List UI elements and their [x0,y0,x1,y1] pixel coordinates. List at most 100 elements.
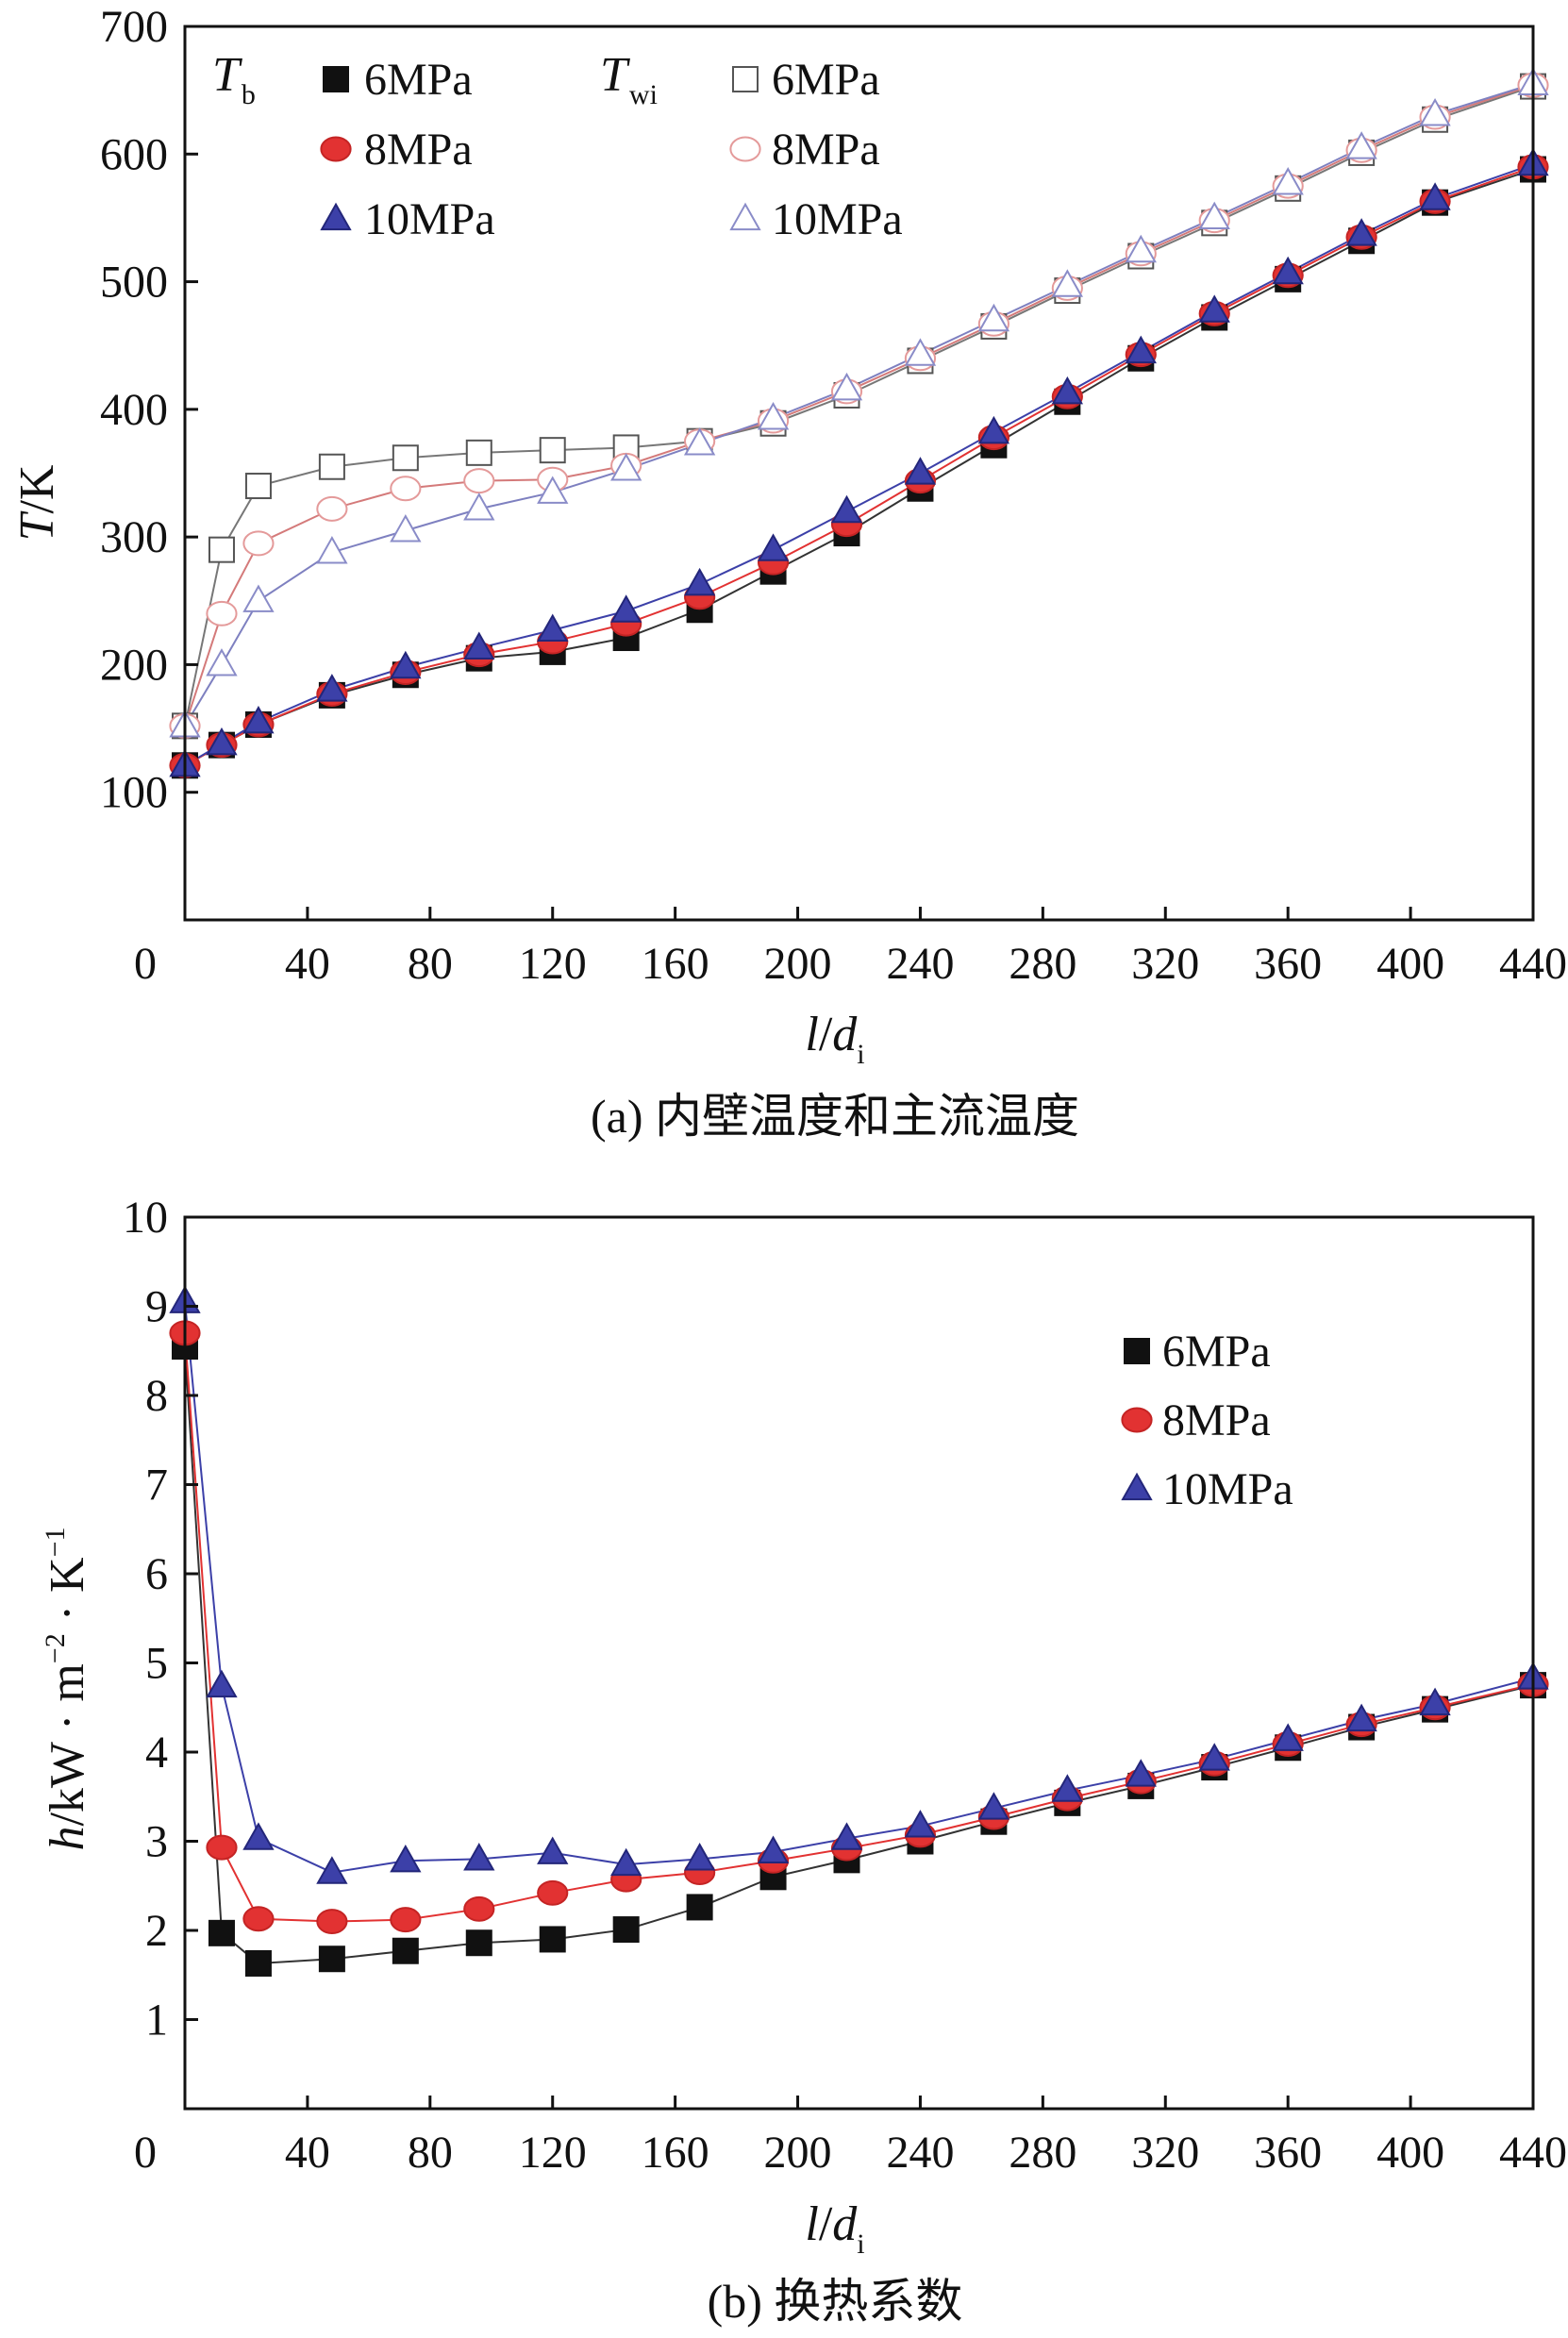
chart-a-legend: Tb Twi 6MPa 8MPa 10MPa 6MPa 8MPa 10MPa [212,48,903,244]
data-point-10mpa [1345,1703,1377,1732]
chart-panel-b: 0 40 80 120 160 200 240 280 320 360 400 440 1 2 3 4 5 6 7 8… [40,1193,1567,2328]
y-tick-label: 7 [145,1461,168,1511]
data-point-twi-10mpa [683,427,716,456]
legend-a-tb-8mpa: 8MPa [364,125,473,175]
legend-a-tb-10mpa: 10MPa [364,194,495,244]
data-point-tb-10mpa [1272,256,1304,285]
data-point-6mpa [686,1894,713,1921]
data-point-8mpa [316,1909,348,1935]
data-point-twi-10mpa [1419,98,1451,126]
legend-b-6mpa: 6MPa [1162,1327,1271,1377]
chart-panel-a: 0 40 80 120 160 200 240 280 320 360 400 440 100 200 30… [10,2,1567,1143]
legend-b-marker-8mpa [1121,1407,1153,1433]
data-point-twi-8mpa [206,600,238,626]
legend-b-marker-10mpa [1121,1472,1153,1501]
chart-b-legend: 6MPa 8MPa 10MPa [1121,1327,1293,1514]
data-point-10mpa [1272,1723,1304,1751]
x-tick-label: 200 [764,2128,832,2178]
x-tick-label: 440 [1499,939,1567,989]
y-tick-label: 10 [123,1193,168,1243]
x-tick-label: 160 [642,2128,709,2178]
y-tick-label: 700 [100,2,168,52]
y-tick-label: 300 [100,512,168,562]
data-point-6mpa [318,1946,345,1973]
data-point-tb-10mpa [206,726,238,756]
x-tick-label: 280 [1009,2128,1076,2178]
series-line-tb-10mpa [184,163,1534,767]
legend-a-group-twi: Twi [600,48,658,110]
data-point-8mpa [463,1895,495,1922]
legend-b-markers [1121,1338,1153,1501]
legend-a-twi-10mpa: 10MPa [772,194,903,244]
data-point-8mpa [390,1907,422,1933]
data-point-twi-10mpa [537,476,569,504]
legend-b-10mpa: 10MPa [1162,1464,1293,1514]
y-tick-label: 5 [145,1639,168,1689]
data-point-twi-6mpa [392,444,419,472]
data-point-tb-10mpa [316,674,348,702]
x-tick-label: 40 [285,939,330,989]
data-point-tb-10mpa [242,705,275,734]
x-tick-label: 0 [134,2128,157,2178]
data-point-6mpa [612,1916,640,1944]
data-point-twi-6mpa [465,439,492,466]
data-point-tb-10mpa [610,594,642,623]
data-point-twi-10mpa [1345,131,1377,159]
data-point-8mpa [537,1879,569,1906]
chart-b-plot-frame [183,1215,1535,2111]
data-point-10mpa [390,1844,422,1873]
data-point-twi-10mpa [463,493,495,521]
chart-a-series [169,67,1549,779]
data-point-twi-10mpa [1272,167,1304,195]
data-point-twi-6mpa [244,473,272,500]
y-tick-label: 6 [145,1549,168,1599]
x-tick-label: 400 [1376,2128,1444,2178]
x-tick-label: 280 [1009,939,1076,989]
legend-a-tb-6mpa: 6MPa [364,55,473,105]
data-point-twi-10mpa [390,514,422,543]
x-tick-label: 80 [408,939,453,989]
y-tick-label: 4 [145,1728,168,1778]
y-tick-label: 200 [100,640,168,690]
data-point-6mpa [539,1926,566,1953]
data-point-tb-10mpa [904,457,937,485]
data-point-tb-10mpa [1419,182,1451,210]
chart-a-ticks: 0 40 80 120 160 200 240 280 320 360 400 440 100 200 30… [100,2,1567,989]
chart-b-caption: (b) 换热系数 [708,2275,963,2328]
data-point-tb-10mpa [757,533,790,561]
data-point-10mpa [1051,1774,1084,1802]
x-tick-label: 0 [134,939,157,989]
y-tick-label: 600 [100,129,168,179]
data-point-8mpa [206,1834,238,1861]
data-point-10mpa [1125,1759,1157,1787]
data-point-10mpa [610,1847,642,1877]
y-tick-label: 8 [145,1371,168,1421]
data-point-tb-10mpa [1345,218,1377,246]
data-point-twi-10mpa [977,303,1010,332]
data-point-tb-10mpa [683,567,716,596]
data-point-tb-10mpa [830,494,863,524]
data-point-tb-10mpa [1125,335,1157,364]
data-point-10mpa [463,1843,495,1871]
data-point-twi-8mpa [463,468,495,494]
chart-a-xlabel: l/di [805,1008,864,1070]
y-tick-label: 500 [100,258,168,308]
data-point-10mpa [242,1822,275,1850]
legend-b-marker-6mpa [1124,1338,1150,1364]
data-point-twi-6mpa [208,536,235,563]
legend-a-tb-marker-8mpa [320,136,352,162]
data-point-6mpa [244,1949,272,1977]
data-point-10mpa [757,1835,790,1863]
data-point-twi-10mpa [316,536,348,564]
y-tick-label: 9 [145,1282,168,1332]
x-tick-label: 320 [1131,939,1199,989]
legend-a-twi-8mpa: 8MPa [772,125,880,175]
data-point-tb-10mpa [463,631,495,660]
chart-a-ylabel: T/K [10,464,64,541]
data-point-tb-10mpa [1198,294,1230,323]
series-line-8mpa [184,1332,1534,1923]
data-point-6mpa [208,1919,235,1946]
x-tick-label: 200 [764,939,832,989]
x-tick-label: 120 [519,2128,587,2178]
data-point-twi-10mpa [1198,201,1230,230]
